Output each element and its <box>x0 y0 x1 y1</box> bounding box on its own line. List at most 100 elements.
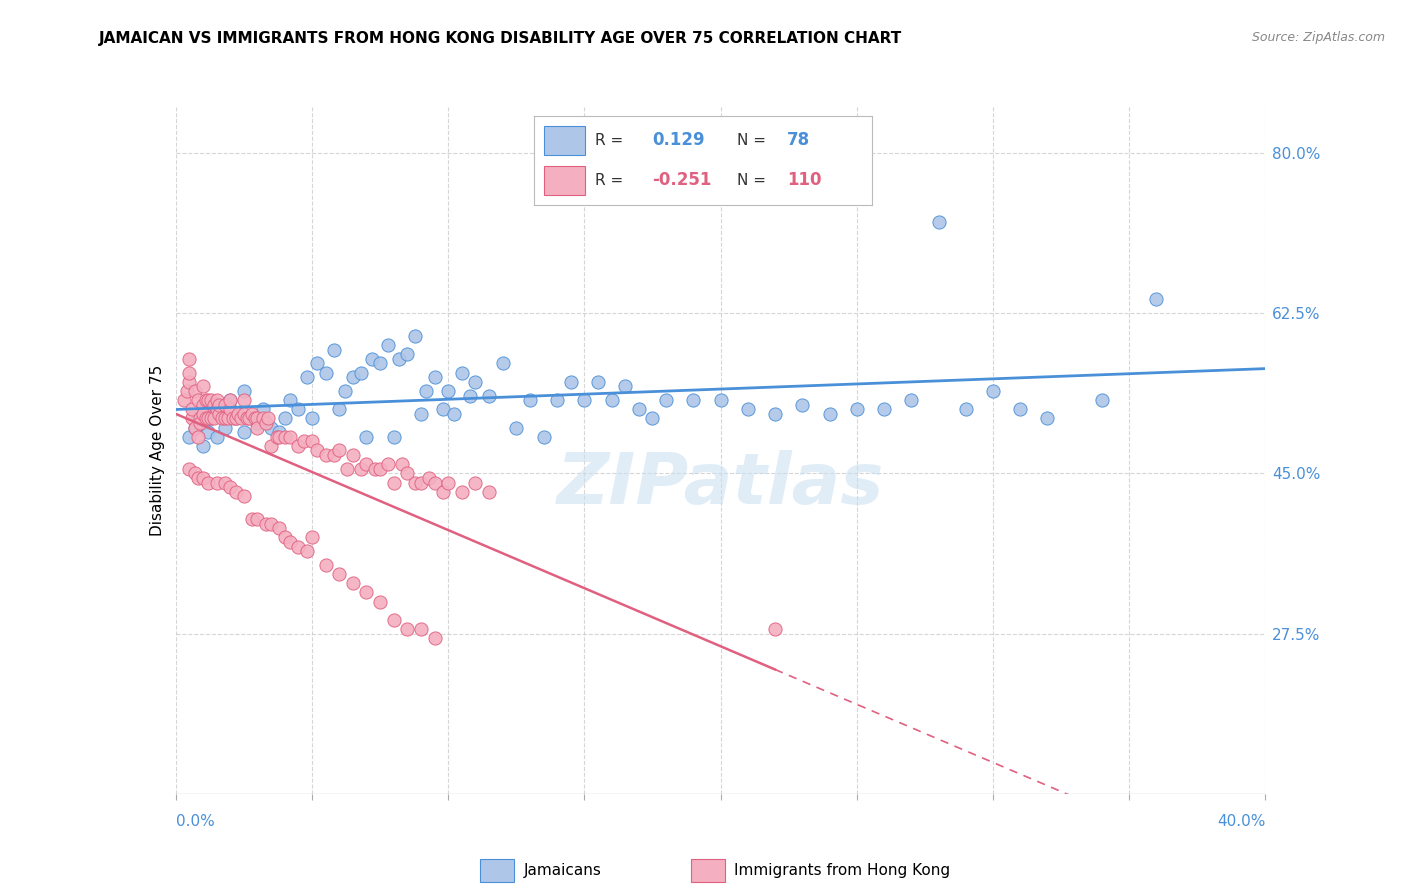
Point <box>219 393 242 408</box>
Point <box>197 393 219 408</box>
Point <box>222 411 245 425</box>
Point <box>186 471 209 485</box>
Point <box>409 622 432 636</box>
Text: Source: ZipAtlas.com: Source: ZipAtlas.com <box>1251 31 1385 45</box>
Point <box>409 475 432 490</box>
Point <box>405 329 427 343</box>
Point <box>377 457 399 471</box>
Point <box>254 416 277 430</box>
Point <box>246 411 269 425</box>
Point <box>763 622 786 636</box>
Point <box>396 347 419 361</box>
Point <box>1144 293 1167 307</box>
Point <box>533 430 555 444</box>
Point <box>214 475 236 490</box>
Point <box>191 416 214 430</box>
Point <box>260 516 283 531</box>
Text: JAMAICAN VS IMMIGRANTS FROM HONG KONG DISABILITY AGE OVER 75 CORRELATION CHART: JAMAICAN VS IMMIGRANTS FROM HONG KONG DI… <box>98 31 901 46</box>
Point <box>214 411 236 425</box>
Point <box>1036 411 1059 425</box>
Point <box>928 214 950 228</box>
Point <box>194 393 217 408</box>
Point <box>586 375 609 389</box>
Point <box>342 576 364 591</box>
Point <box>492 356 515 370</box>
Point <box>235 411 257 425</box>
Text: 0.0%: 0.0% <box>176 814 215 829</box>
Point <box>278 535 301 549</box>
Point <box>322 343 344 357</box>
Point <box>269 521 291 535</box>
Point <box>1010 402 1032 417</box>
Bar <box>544 126 585 155</box>
Point <box>191 471 214 485</box>
Point <box>368 462 391 476</box>
Point <box>214 420 236 434</box>
Point <box>217 411 239 425</box>
Text: R =: R = <box>595 133 623 148</box>
Point <box>437 384 460 398</box>
Point <box>315 366 337 380</box>
Point <box>450 366 472 380</box>
Point <box>205 475 228 490</box>
Point <box>186 430 209 444</box>
Point <box>252 402 274 417</box>
Text: N =: N = <box>737 133 766 148</box>
Point <box>292 434 315 449</box>
Point <box>342 370 364 384</box>
Point <box>219 402 242 417</box>
Point <box>356 585 378 599</box>
Point <box>200 411 222 425</box>
Point <box>360 351 382 366</box>
Point <box>336 462 359 476</box>
Point <box>333 384 356 398</box>
Point <box>377 338 399 352</box>
Point <box>205 393 228 408</box>
Text: 78: 78 <box>787 131 810 150</box>
Text: 40.0%: 40.0% <box>1218 814 1265 829</box>
Point <box>188 416 211 430</box>
Point <box>409 407 432 421</box>
Point <box>231 411 253 425</box>
Point <box>240 407 263 421</box>
Point <box>191 398 214 412</box>
Point <box>246 512 269 526</box>
Point <box>179 366 201 380</box>
Point <box>274 411 297 425</box>
Point <box>202 398 225 412</box>
Point <box>328 567 350 582</box>
Point <box>208 398 231 412</box>
Point <box>405 475 427 490</box>
Point <box>173 393 195 408</box>
Point <box>269 425 291 439</box>
Point <box>443 407 465 421</box>
Point <box>388 351 411 366</box>
Point <box>574 393 596 408</box>
Point <box>737 402 759 417</box>
Point <box>186 393 209 408</box>
Point <box>184 420 207 434</box>
Point <box>342 448 364 462</box>
Point <box>396 622 419 636</box>
Point <box>287 540 309 554</box>
Point <box>322 448 344 462</box>
Text: R =: R = <box>595 173 623 187</box>
Point <box>208 407 231 421</box>
Point <box>181 402 204 417</box>
Point <box>205 402 228 417</box>
Point <box>307 356 329 370</box>
Point <box>418 471 440 485</box>
Point <box>350 366 373 380</box>
Point <box>464 475 486 490</box>
Point <box>505 420 527 434</box>
Point <box>191 439 214 453</box>
Point <box>600 393 623 408</box>
Point <box>356 430 378 444</box>
Point <box>315 448 337 462</box>
Point <box>287 402 309 417</box>
Point <box>191 379 214 393</box>
Point <box>197 475 219 490</box>
Point <box>1091 393 1114 408</box>
Point <box>197 411 219 425</box>
Point <box>464 375 486 389</box>
